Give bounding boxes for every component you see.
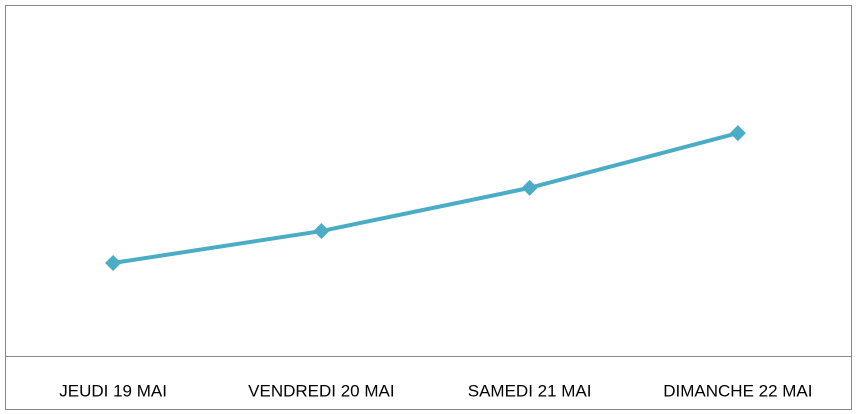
marker [105, 254, 122, 271]
line [112, 131, 739, 265]
x-tick-label: JEUDI 19 MAI [59, 381, 167, 400]
x-tick-label: SAMEDI 21 MAI [468, 381, 592, 400]
x-tick-label: DIMANCHE 22 MAI [663, 381, 812, 400]
x-tick-label: VENDREDI 20 MAI [248, 381, 394, 400]
marker [313, 223, 330, 240]
marker [729, 125, 746, 142]
marker [521, 179, 538, 196]
